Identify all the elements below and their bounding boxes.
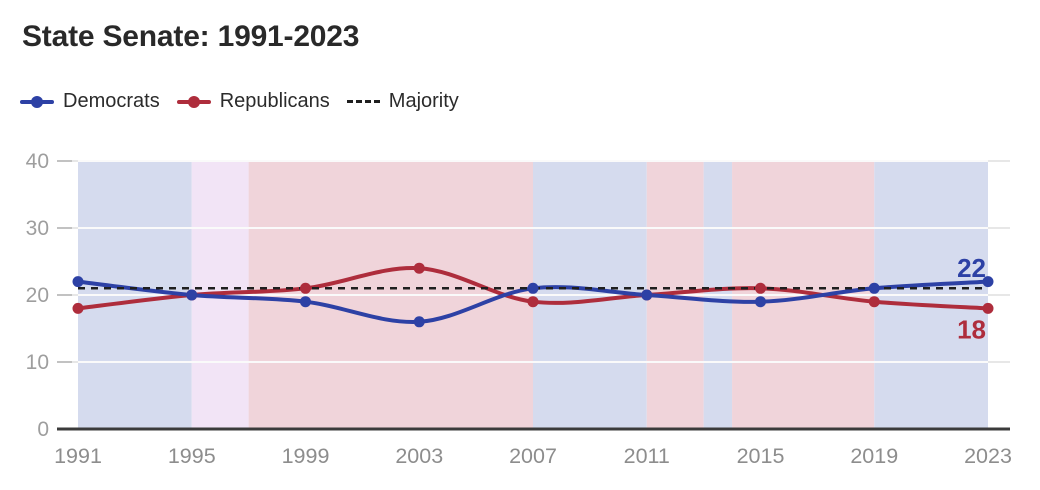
majority-dash-icon: [346, 100, 380, 103]
x-axis-label: 2007: [509, 444, 557, 468]
point-democrats-1999[interactable]: [300, 296, 311, 308]
point-republicans-2023[interactable]: [982, 302, 994, 314]
point-democrats-2003[interactable]: [413, 316, 425, 328]
y-axis-label: 20: [26, 284, 49, 307]
x-axis-label: 1995: [168, 444, 216, 468]
point-republicans-2007[interactable]: [527, 296, 539, 308]
x-axis-label: 1999: [282, 444, 330, 468]
point-republicans-1999[interactable]: [300, 282, 311, 294]
legend-item-republicans[interactable]: Republicans: [176, 90, 330, 113]
point-republicans-1991[interactable]: [72, 302, 84, 314]
x-axis-label: 2011: [624, 444, 670, 468]
end-label-republicans: 18: [957, 314, 986, 344]
y-axis-label: 0: [37, 418, 49, 441]
point-republicans-2019[interactable]: [868, 296, 880, 308]
point-democrats-2015[interactable]: [755, 296, 766, 308]
point-democrats-1991[interactable]: [72, 276, 84, 288]
x-axis-label: 1991: [54, 444, 102, 468]
y-axis-label: 30: [26, 217, 49, 240]
legend-label-republicans: Republicans: [219, 90, 330, 112]
x-axis-label: 2019: [850, 444, 898, 468]
y-axis-label: 40: [26, 150, 49, 173]
democrats-line-icon: [20, 95, 54, 108]
republicans-line-icon: [176, 95, 211, 108]
x-axis-label: 2003: [395, 444, 443, 468]
legend-item-democrats[interactable]: Democrats: [20, 90, 160, 113]
x-axis-label: 2023: [964, 444, 1012, 468]
chart-legend: Democrats Republicans Majority: [20, 90, 459, 113]
point-democrats-2011[interactable]: [641, 289, 653, 301]
point-democrats-2007[interactable]: [527, 282, 539, 294]
x-axis-label: 2015: [737, 444, 785, 468]
point-democrats-2019[interactable]: [868, 282, 880, 294]
point-republicans-2015[interactable]: [755, 282, 766, 294]
chart-title: State Senate: 1991-2023: [22, 20, 360, 53]
end-label-democrats: 22: [957, 253, 986, 283]
point-democrats-2023[interactable]: [982, 276, 994, 288]
y-axis-label: 10: [26, 351, 49, 374]
legend-label-democrats: Democrats: [63, 90, 160, 112]
legend-item-majority[interactable]: Majority: [346, 90, 459, 113]
point-republicans-2003[interactable]: [413, 262, 425, 274]
point-democrats-1995[interactable]: [186, 289, 198, 301]
legend-label-majority: Majority: [388, 90, 459, 112]
